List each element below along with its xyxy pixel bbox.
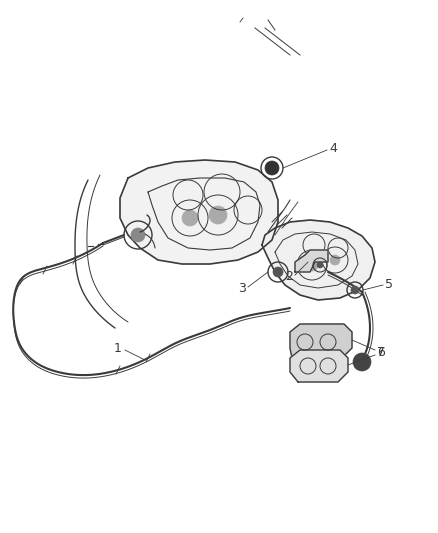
- Circle shape: [306, 259, 318, 271]
- Polygon shape: [290, 350, 348, 382]
- Circle shape: [273, 267, 283, 277]
- Polygon shape: [295, 250, 328, 272]
- Circle shape: [209, 206, 227, 224]
- Polygon shape: [262, 220, 375, 300]
- Circle shape: [265, 161, 279, 175]
- Circle shape: [351, 286, 359, 294]
- Text: 3: 3: [238, 281, 246, 295]
- Text: 6: 6: [377, 346, 385, 359]
- Circle shape: [182, 210, 198, 226]
- Text: 2: 2: [285, 271, 293, 284]
- Circle shape: [317, 262, 323, 268]
- Text: 4: 4: [329, 141, 337, 155]
- Text: 7: 7: [377, 345, 385, 359]
- Text: 5: 5: [385, 279, 393, 292]
- Circle shape: [330, 255, 340, 265]
- Circle shape: [353, 353, 371, 371]
- Text: 1: 1: [114, 342, 122, 354]
- Circle shape: [131, 228, 145, 242]
- Polygon shape: [290, 324, 352, 358]
- Polygon shape: [120, 160, 278, 264]
